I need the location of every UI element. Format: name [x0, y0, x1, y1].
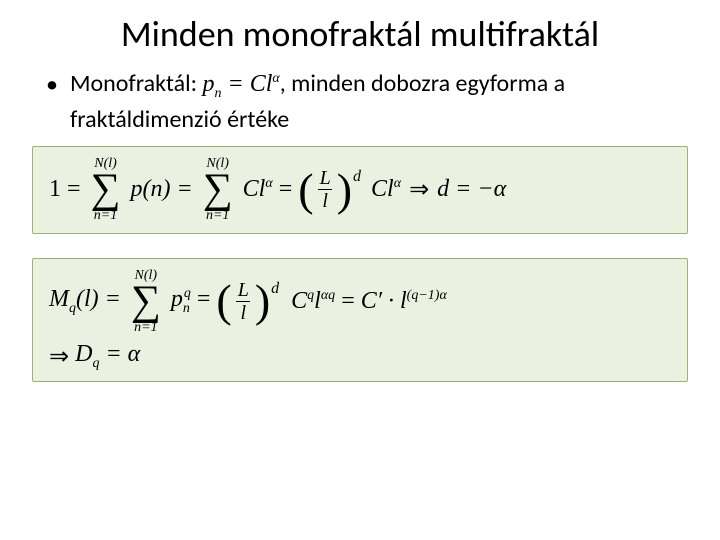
sum-2: N(l) ∑ n=1	[203, 157, 233, 223]
bullet-prefix: Monofraktál:	[70, 69, 203, 98]
equation-box-2: Mq(l) = N(l) ∑ n=1 pnq = ( L l ) d	[32, 258, 688, 383]
eq2-M: M	[49, 286, 69, 312]
eq1-fraction: L l	[316, 168, 335, 211]
eq2-C: C	[291, 288, 307, 314]
right-paren-icon: )	[337, 172, 352, 209]
slide: Minden monofraktál multifraktál • Monofr…	[0, 0, 720, 540]
eq2-lhs: Mq(l) =	[49, 286, 121, 317]
eq1-arrow: ⇒	[409, 175, 429, 204]
eq1-Cl2: Cl	[371, 176, 394, 202]
eq2-arrow: ⇒	[49, 342, 69, 371]
page-title: Minden monofraktál multifraktál	[28, 12, 692, 56]
eq2-p: p	[171, 286, 183, 312]
sum3-lower: n=1	[134, 321, 157, 335]
equation-2-line1: Mq(l) = N(l) ∑ n=1 pnq = ( L l ) d	[49, 269, 671, 335]
eq2-l1: l	[314, 288, 321, 314]
eq1-frac-num: L	[316, 168, 335, 189]
eq2-final: C′ · l(q−1)α	[361, 288, 447, 315]
equation-1: 1 = N(l) ∑ n=1 p(n) = N(l) ∑ n=1 Clα = (…	[49, 157, 671, 223]
eq2-Mq: q	[69, 301, 76, 316]
eq2-Cq: Cqlαq	[291, 288, 335, 315]
eq2-Cprime: C′ · l	[361, 288, 407, 314]
sigma-icon: ∑	[131, 283, 161, 321]
eq1-frac-den: l	[318, 189, 332, 211]
eq2-eq2: =	[341, 288, 355, 315]
bullet-item: • Monofraktál: pn = Clα, minden dobozra …	[46, 68, 692, 136]
eq2-pq: q	[184, 286, 191, 301]
eq1-equals: =	[279, 176, 293, 202]
eq1-term1: p(n) =	[131, 176, 193, 203]
eq2-frac-num: L	[234, 280, 253, 301]
eq2-paren-group: ( L l ) d	[216, 280, 279, 323]
eq2-eq1: =	[197, 286, 211, 312]
eq2-frac-den: l	[236, 301, 250, 323]
eq1-term3: Clα	[371, 176, 401, 203]
eq1-paren-group: ( L l ) d	[298, 168, 361, 211]
equation-2-line2: ⇒ Dq = α	[49, 341, 671, 372]
eq1-lhs: 1 =	[49, 176, 81, 203]
left-paren-icon: (	[298, 172, 313, 209]
eq2-l: (l) =	[76, 286, 121, 312]
eq1-Cl: Cl	[243, 176, 266, 202]
sum-3: N(l) ∑ n=1	[131, 269, 161, 335]
bullet-dot: •	[46, 68, 58, 102]
eq1-alpha2: α	[394, 176, 401, 191]
left-paren-icon: (	[216, 283, 231, 320]
sum-1: N(l) ∑ n=1	[91, 157, 121, 223]
sigma-icon: ∑	[91, 171, 121, 209]
sigma-icon: ∑	[203, 171, 233, 209]
eq2-Dq: Dq = α	[75, 341, 140, 372]
eq2-pnq: pnq =	[171, 286, 211, 317]
bullet-math: pn = Clα	[202, 71, 279, 97]
eq1-alpha: α	[265, 176, 272, 191]
equation-box-1: 1 = N(l) ∑ n=1 p(n) = N(l) ∑ n=1 Clα = (…	[32, 146, 688, 234]
right-paren-icon: )	[255, 283, 270, 320]
eq2-exp-d: d	[271, 280, 279, 298]
eq1-exp-d: d	[353, 168, 361, 186]
eq2-finalexp: (q−1)α	[407, 288, 447, 303]
sum1-lower: n=1	[94, 209, 117, 223]
eq2-pn: n	[183, 301, 190, 316]
eq2-D: D	[75, 341, 92, 367]
eq2-Dend: = α	[99, 341, 140, 367]
eq2-fraction: L l	[234, 280, 253, 323]
sum2-lower: n=1	[206, 209, 229, 223]
eq1-end: d = −α	[437, 176, 506, 203]
eq2-l1exp: αq	[321, 288, 335, 303]
bullet-text: Monofraktál: pn = Clα, minden dobozra eg…	[70, 68, 692, 136]
eq1-term2: Clα =	[243, 176, 293, 203]
